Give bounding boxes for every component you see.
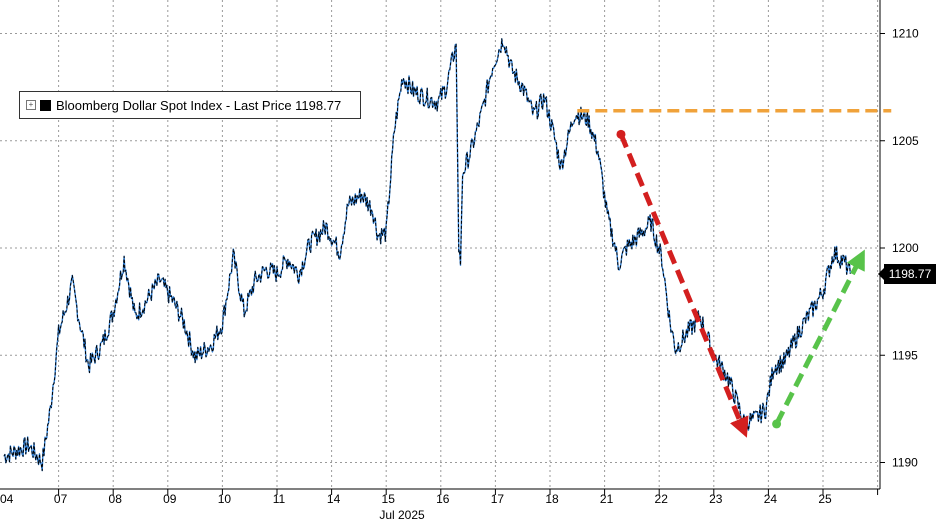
y-axis-ticks: 1190 1195 1200 1205 1210 (880, 27, 919, 470)
y-tick-label: 1210 (892, 27, 919, 41)
y-tick-label: 1195 (892, 348, 918, 362)
x-tick-label: 25 (818, 492, 832, 506)
expand-icon[interactable]: + (26, 100, 36, 110)
x-tick-label: 18 (545, 492, 559, 506)
x-tick-label: 04 (0, 492, 14, 506)
x-tick-label: 09 (163, 492, 177, 506)
x-tick-label: 15 (382, 492, 396, 506)
price-series (3, 38, 851, 472)
axes (0, 0, 881, 490)
x-tick-label: 21 (600, 492, 614, 506)
y-tick-label: 1205 (892, 134, 919, 148)
x-tick-label: 14 (327, 492, 341, 506)
x-axis-ticks: 04 07 08 09 10 11 14 15 16 17 18 21 22 23 24 25 (0, 489, 879, 506)
x-tick-label: 07 (54, 492, 68, 506)
legend: + Bloomberg Dollar Spot Index - Last Pri… (19, 91, 361, 119)
series-line (3, 38, 851, 472)
y-tick-label: 1200 (892, 241, 919, 255)
x-tick-label: 22 (655, 492, 669, 506)
x-tick-label: 23 (709, 492, 723, 506)
annotations (577, 108, 892, 438)
x-tick-label: 24 (764, 492, 778, 506)
x-tick-label: 17 (491, 492, 505, 506)
down-trend-arrow (618, 133, 749, 438)
x-tick-label: 11 (273, 492, 286, 506)
legend-swatch (40, 99, 51, 111)
x-tick-label: 16 (436, 492, 450, 506)
x-axis-label: Jul 2025 (379, 508, 425, 522)
up-trend-arrow (774, 249, 865, 426)
last-price-tag: 1198.77 (878, 264, 936, 284)
x-tick-label: 10 (218, 492, 232, 506)
x-tick-label: 08 (109, 492, 123, 506)
y-tick-label: 1190 (892, 456, 918, 470)
grid-lines (0, 0, 880, 489)
legend-label: Bloomberg Dollar Spot Index - Last Price… (56, 97, 342, 113)
